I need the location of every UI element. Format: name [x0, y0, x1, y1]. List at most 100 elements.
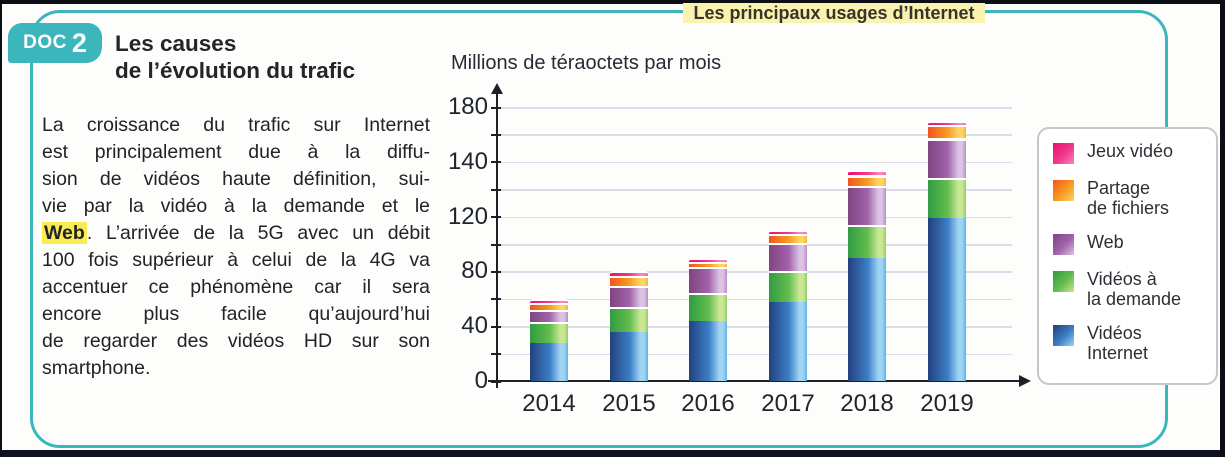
- gridline: [498, 244, 1012, 246]
- body-line: La croissance du trafic sur Internet: [42, 112, 430, 139]
- gridline: [498, 271, 1012, 273]
- y-axis-tick: [491, 353, 501, 356]
- y-axis-label: 0: [474, 367, 488, 394]
- body-line: accentuer ce phénomène car il sera: [42, 274, 430, 301]
- bar-segment: [928, 124, 966, 139]
- gridline: [498, 161, 1012, 164]
- page-edge-top: [0, 0, 1225, 4]
- doc-body-text: La croissance du trafic sur Internet est …: [42, 112, 430, 382]
- bar-segment: [928, 138, 966, 179]
- bar-segment: [689, 257, 727, 262]
- bar-segment: [530, 342, 568, 381]
- chart-y-axis-title: Millions de téraoctets par mois: [451, 52, 722, 74]
- bar-segment: [530, 302, 568, 310]
- bar-segment: [928, 217, 966, 381]
- doc-badge-label: DOC: [23, 32, 67, 53]
- x-axis-arrow-icon: [1019, 374, 1031, 387]
- bar-segment: [610, 307, 648, 332]
- legend-label: Web: [1087, 232, 1124, 253]
- bar-segment: [848, 257, 886, 381]
- y-axis-line: [495, 92, 498, 388]
- doc-badge-number: 2: [71, 27, 87, 58]
- page-edge-left: [0, 0, 2, 457]
- body-line: vie par la vidéo à la demande et le: [42, 193, 430, 220]
- y-axis-tick: [491, 298, 501, 301]
- legend-color-swatch: [1053, 180, 1074, 201]
- body-line: de regarder des vidéos HD sur son: [42, 328, 430, 355]
- body-line: est principalement due à la diffu-: [42, 139, 430, 166]
- y-axis-tick: [491, 188, 501, 191]
- body-text-part: accentuer ce phénomène car il sera: [42, 276, 430, 298]
- body-text-part: smartphone.: [42, 357, 151, 379]
- y-axis-tick: [491, 380, 501, 383]
- bar-segment: [769, 242, 807, 272]
- y-axis-tick: [491, 243, 501, 246]
- page-edge-bottom: [0, 450, 1225, 457]
- bar-segment: [610, 331, 648, 381]
- bar-segment: [689, 320, 727, 381]
- legend-color-swatch: [1053, 325, 1074, 346]
- legend-label: Jeux vidéo: [1087, 141, 1174, 162]
- document-title-line2: de l’évolution du trafic: [115, 58, 356, 83]
- legend-color-swatch: [1053, 143, 1074, 164]
- document-title-line1: Les causes: [115, 31, 237, 56]
- legend-color-swatch: [1053, 271, 1074, 292]
- bar-segment: [689, 267, 727, 294]
- gridline: [498, 353, 1012, 356]
- document-title: Les causes de l’évolution du trafic: [115, 30, 355, 84]
- bar-segment: [848, 186, 886, 225]
- legend-item: Partage de fichiers: [1053, 178, 1208, 218]
- bar-segment: [689, 293, 727, 321]
- y-axis-tick: [491, 133, 501, 136]
- body-text-part: est principalement due à la diffu-: [42, 141, 430, 163]
- bar-segment: [769, 301, 807, 381]
- gridline: [498, 107, 1012, 109]
- bar-segment: [848, 175, 886, 187]
- chart-title-highlight: Les principaux usages d’Internet: [683, 3, 985, 23]
- body-text-part: La croissance du trafic sur Internet: [42, 114, 430, 136]
- highlighted-term: Web: [42, 222, 87, 244]
- legend-label: Vidéos à la demande: [1087, 269, 1182, 309]
- body-text-part: sion de vidéos haute définition, sui-: [42, 168, 430, 190]
- y-axis-label: 120: [447, 202, 488, 230]
- bar-segment: [848, 224, 886, 258]
- legend-item: Jeux vidéo: [1053, 141, 1208, 164]
- legend-label-line: Jeux vidéo: [1087, 141, 1174, 161]
- legend-label-line: Vidéos: [1087, 323, 1142, 343]
- legend-label-line: Partage: [1087, 178, 1151, 198]
- y-axis-tick: [491, 216, 501, 219]
- bar-segment: [610, 286, 648, 308]
- legend-label: Partage de fichiers: [1087, 178, 1170, 218]
- page-edge-right: [1220, 0, 1225, 457]
- bar-segment: [928, 120, 966, 125]
- legend-label-line: Vidéos à: [1087, 269, 1157, 289]
- bar-segment: [530, 298, 568, 303]
- bar-segment: [689, 261, 727, 268]
- y-axis-label: 140: [447, 147, 488, 175]
- bar-segment: [848, 170, 886, 176]
- x-axis-label: 2015: [602, 390, 656, 417]
- y-axis-label: 80: [461, 257, 488, 285]
- legend-label-line: la demande: [1087, 288, 1182, 309]
- body-text-part: vie par la vidéo à la demande et le: [42, 195, 430, 217]
- x-axis-label: 2018: [840, 390, 894, 417]
- y-axis-arrow-icon: [490, 83, 503, 94]
- legend-item: Web: [1053, 232, 1208, 255]
- body-line: Web. L’arrivée de la 5G avec un débit: [42, 220, 430, 247]
- y-axis-tick: [491, 106, 501, 109]
- legend-color-swatch: [1053, 234, 1074, 255]
- legend-item: Vidéos à la demande: [1053, 269, 1208, 309]
- legend-label-line: Internet: [1087, 342, 1149, 363]
- y-axis-tick: [491, 270, 501, 273]
- y-axis-label: 40: [461, 312, 488, 340]
- body-text-part: 100 fois supérieur à celui de la 4G va: [42, 249, 430, 271]
- legend-label-line: de fichiers: [1087, 197, 1170, 218]
- gridline: [498, 326, 1012, 328]
- gridline: [498, 189, 1012, 191]
- bar-segment: [769, 271, 807, 302]
- bar-segment: [530, 309, 568, 323]
- body-line: encore plus facile qu’aujourd’hui: [42, 301, 430, 328]
- bar-segment: [610, 271, 648, 276]
